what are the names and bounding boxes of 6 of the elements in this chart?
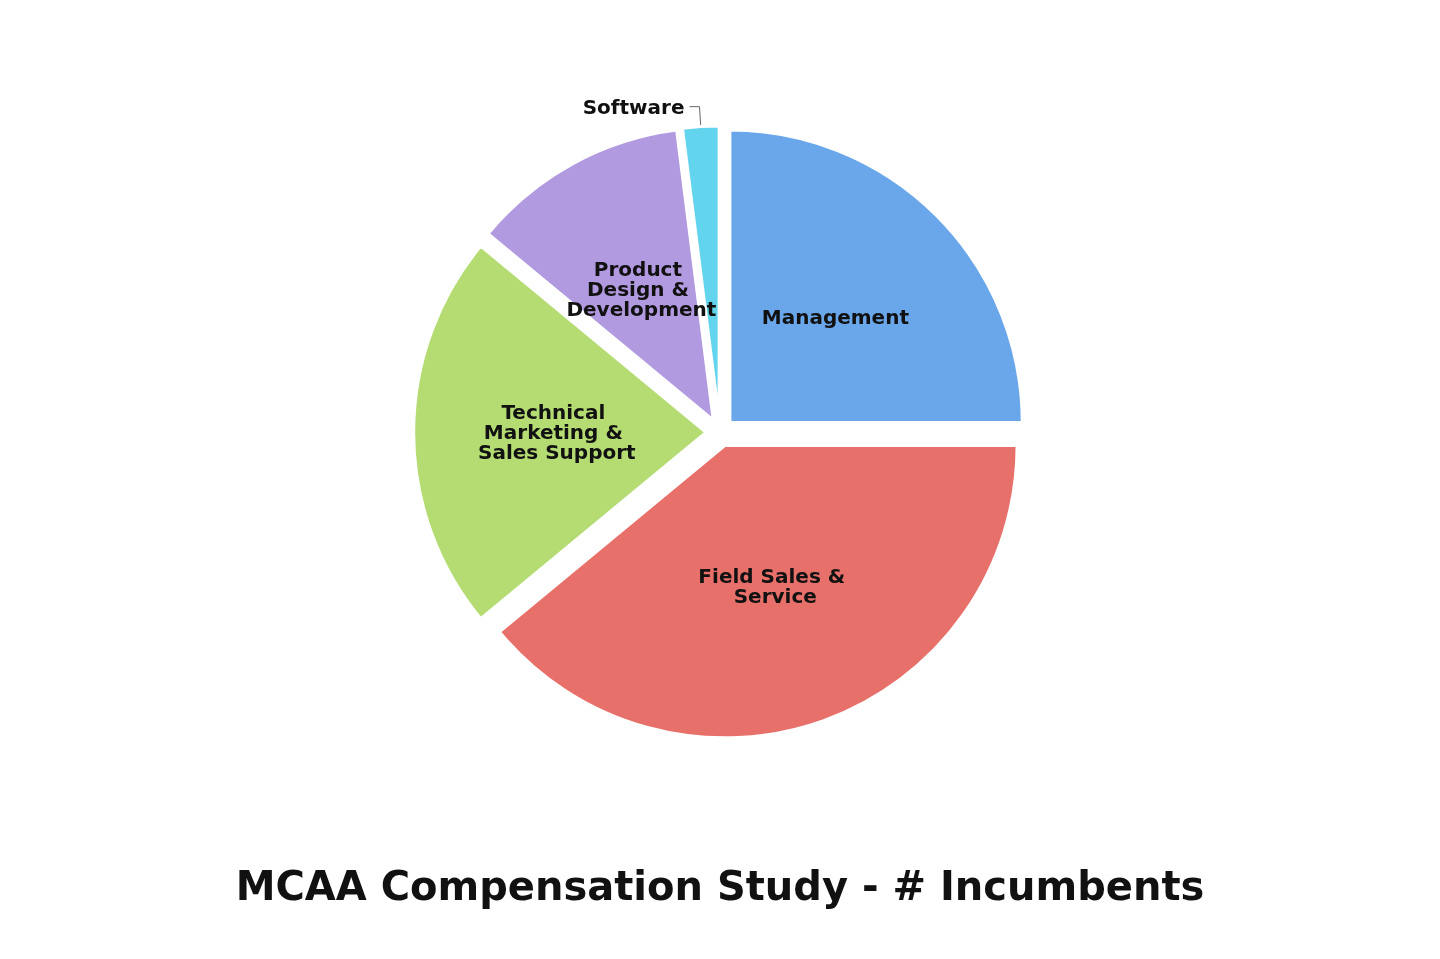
slice-label: Technical Marketing & Sales Support	[478, 400, 637, 465]
slice-label: Product Design & Development	[566, 257, 717, 322]
slice-label: Software	[582, 94, 685, 119]
slice-label: Management	[761, 304, 910, 329]
text: MCAA Compensation Study - # Incumbents	[235, 863, 1205, 909]
slice-label: Field Sales & Service	[698, 563, 853, 608]
